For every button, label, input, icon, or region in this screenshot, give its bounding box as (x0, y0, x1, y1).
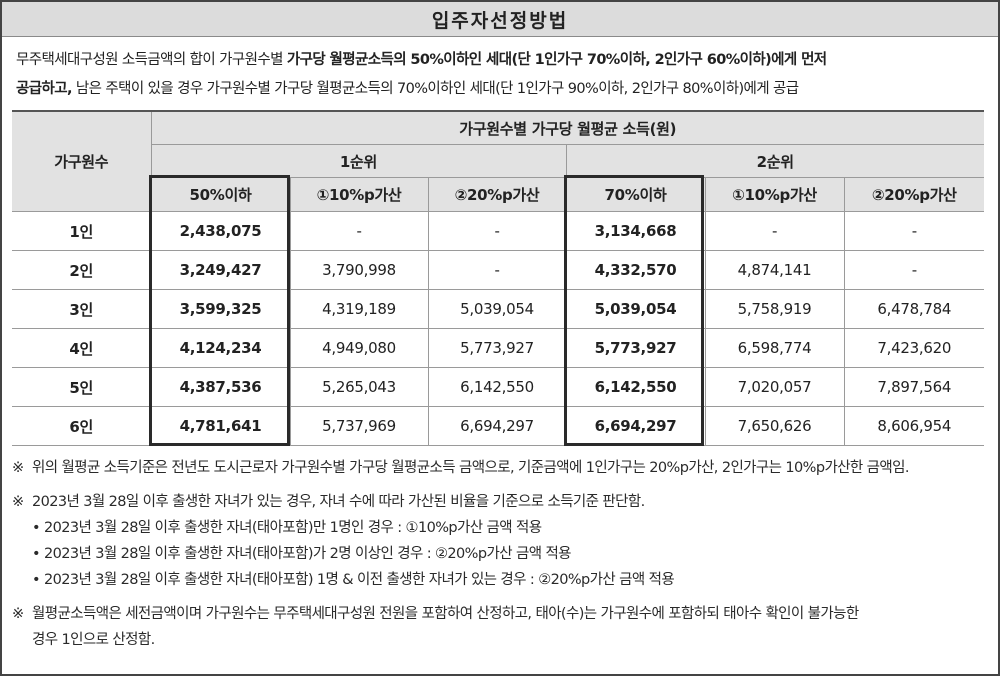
household-cell: 6인 (12, 406, 152, 446)
note-1: ※ 위의 월평균 소득기준은 전년도 도시근로자 가구원수별 가구당 월평균소득 … (12, 455, 987, 481)
income-cell: 6,142,550 (565, 367, 706, 407)
intro-line1-bold: 가구당 월평균소득의 50%이하인 세대(단 1인가구 70%이하, 2인가구 … (286, 52, 827, 68)
table-row: 5인 4,387,536 5,265,043 6,142,550 6,142,550 7,… (12, 367, 984, 407)
income-cell: 5,265,043 (289, 367, 429, 407)
page-title: 입주자선정방법 (2, 2, 998, 37)
note-mark: ※ (12, 494, 24, 510)
table-row: 2인 3,249,427 3,790,998-4,332,570 4,874,141- (12, 250, 984, 290)
income-cell: 5,773,927 (565, 328, 706, 368)
intro-line2-regular: 남은 주택이 있을 경우 가구원수별 가구당 월평균소득의 70%이하인 세대(… (71, 81, 799, 97)
note-2-text: 2023년 3월 28일 이후 출생한 자녀가 있는 경우, 자녀 수에 따라 … (32, 494, 645, 510)
income-cell: 7,020,057 (704, 367, 845, 407)
income-cell: 3,790,998 (289, 250, 429, 290)
household-cell: 3인 (12, 289, 152, 329)
intro-paragraph: 무주택세대구성원 소득금액의 합이 가구원수별 가구당 월평균소득의 50%이하… (2, 37, 998, 116)
income-cell: 5,039,054 (427, 289, 567, 329)
income-table: 가구원수 가구원수별 가구당 월평균 소득(원) 1순위 2순위 50%이하 ①… (12, 110, 984, 446)
sub-item-text: 2023년 3월 28일 이후 출생한 자녀(태아포함) 1명 & 이전 출생한… (44, 572, 675, 588)
column-header: ②20%p가산 (843, 177, 984, 212)
income-cell: 4,781,641 (150, 406, 291, 446)
note-mark: ※ (12, 606, 24, 622)
income-cell: 4,874,141 (704, 250, 845, 290)
table-row: 6인 4,781,641 5,737,969 6,694,297 6,694,297 7,… (12, 406, 984, 446)
note-2-sub-item: • 2023년 3월 28일 이후 출생한 자녀(태아포함)만 1명인 경우 : … (12, 515, 987, 541)
income-cell: 6,694,297 (427, 406, 567, 446)
income-cell: 6,142,550 (427, 367, 567, 407)
bullet: • (32, 572, 41, 588)
income-cell: 5,039,054 (565, 289, 706, 329)
intro-line2-bold: 공급하고, (16, 81, 72, 97)
rank1-header: 1순위 (150, 144, 567, 178)
income-cell: 4,949,080 (289, 328, 429, 368)
household-header: 가구원수 (12, 110, 152, 212)
income-cell: 4,319,189 (289, 289, 429, 329)
income-cell: 3,599,325 (150, 289, 291, 329)
sub-item-text: 2023년 3월 28일 이후 출생한 자녀(태아포함)가 2명 이상인 경우 … (44, 546, 572, 562)
income-cell: 4,124,234 (150, 328, 291, 368)
income-cell: 8,606,954 (843, 406, 984, 446)
note-3-continuation: 경우 1인으로 산정함. (32, 632, 155, 648)
note-3-text-line1: 월평균소득액은 세전금액이며 가구원수는 무주택세대구성원 전원을 포함하여 산… (32, 606, 859, 622)
income-cell: 5,773,927 (427, 328, 567, 368)
table-row: 3인 3,599,325 4,319,189 5,039,054 5,039,054 5,… (12, 289, 984, 329)
rank2-header: 2순위 (565, 144, 984, 178)
note-mark: ※ (12, 460, 24, 476)
note-3: ※ 월평균소득액은 세전금액이며 가구원수는 무주택세대구성원 전원을 포함하여 … (12, 601, 987, 627)
note-2-sub-item: • 2023년 3월 28일 이후 출생한 자녀(태아포함)가 2명 이상인 경우… (12, 541, 987, 567)
table-row: 1인 2,438,075- -3,134,668- - (12, 211, 984, 251)
income-cell: - (843, 211, 984, 251)
intro-line1-regular: 무주택세대구성원 소득금액의 합이 가구원수별 (16, 52, 287, 68)
column-header: 70%이하 (565, 177, 706, 212)
income-cell: 7,897,564 (843, 367, 984, 407)
household-cell: 2인 (12, 250, 152, 290)
bullet: • (32, 520, 41, 536)
note-2: ※ 2023년 3월 28일 이후 출생한 자녀가 있는 경우, 자녀 수에 따라… (12, 489, 987, 515)
income-cell: - (289, 211, 429, 251)
income-header: 가구원수별 가구당 월평균 소득(원) (150, 110, 984, 145)
income-cell: 2,438,075 (150, 211, 291, 251)
income-cell: 4,332,570 (565, 250, 706, 290)
household-cell: 1인 (12, 211, 152, 251)
column-header: ①10%p가산 (289, 177, 429, 212)
table-row: 4인 4,124,234 4,949,080 5,773,927 5,773,927 6,… (12, 328, 984, 368)
income-cell: 3,134,668 (565, 211, 706, 251)
household-cell: 5인 (12, 367, 152, 407)
bullet: • (32, 546, 41, 562)
income-cell: 3,249,427 (150, 250, 291, 290)
income-cell: 6,598,774 (704, 328, 845, 368)
note-2-sub-item: • 2023년 3월 28일 이후 출생한 자녀(태아포함) 1명 & 이전 출생… (12, 567, 987, 593)
sub-item-text: 2023년 3월 28일 이후 출생한 자녀(태아포함)만 1명인 경우 : ①… (44, 520, 542, 536)
income-cell: 7,423,620 (843, 328, 984, 368)
notes-section: ※ 위의 월평균 소득기준은 전년도 도시근로자 가구원수별 가구당 월평균소득 … (12, 455, 987, 653)
income-cell: 6,694,297 (565, 406, 706, 446)
income-cell: - (427, 250, 567, 290)
income-cell: 5,737,969 (289, 406, 429, 446)
column-header: ①10%p가산 (704, 177, 845, 212)
income-cell: 5,758,919 (704, 289, 845, 329)
column-header: 50%이하 (150, 177, 291, 212)
household-cell: 4인 (12, 328, 152, 368)
column-header: ②20%p가산 (427, 177, 567, 212)
income-cell: 4,387,536 (150, 367, 291, 407)
income-cell: - (427, 211, 567, 251)
income-cell: - (843, 250, 984, 290)
income-cell: - (704, 211, 845, 251)
note-1-text: 위의 월평균 소득기준은 전년도 도시근로자 가구원수별 가구당 월평균소득 금… (32, 460, 910, 476)
income-cell: 6,478,784 (843, 289, 984, 329)
income-cell: 7,650,626 (704, 406, 845, 446)
